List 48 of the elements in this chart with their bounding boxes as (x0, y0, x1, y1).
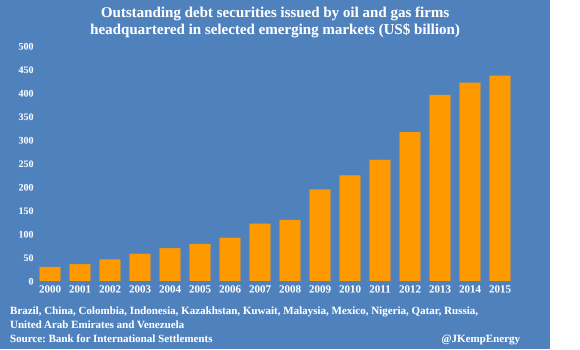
x-tick-label: 2014 (459, 284, 482, 296)
bar (130, 254, 150, 281)
x-tick-label: 2002 (99, 284, 122, 296)
y-tick-label: 350 (18, 112, 34, 123)
bar (400, 132, 420, 281)
x-tick-label: 2013 (429, 284, 452, 296)
bar (160, 248, 180, 281)
x-tick-label: 2015 (489, 284, 512, 296)
bar (250, 224, 270, 281)
bar (460, 82, 480, 281)
x-tick-label: 2004 (159, 284, 182, 296)
bar (310, 189, 330, 281)
x-tick-label: 2011 (369, 284, 391, 296)
bar (220, 238, 240, 281)
y-tick-label: 500 (18, 42, 34, 52)
y-tick-label: 100 (18, 230, 34, 240)
source-note: Source: Bank for International Settlements (10, 333, 214, 345)
x-tick-label: 2003 (129, 284, 152, 296)
bar (430, 94, 450, 281)
y-tick-label: 450 (18, 65, 34, 76)
text: Brazil, China, Colombia, Indonesia, Kazakhstan, Kuwait, Malaysia, Mexico, Nigeria, Qatar, Russia, United Arab Emirates and Venezuela (10, 305, 478, 331)
x-tick-label: 2009 (309, 284, 332, 296)
bar (340, 175, 360, 281)
text: Outstanding debt securities issued by oil and gas firms (100, 5, 450, 21)
x-tick-label: 2006 (219, 284, 242, 296)
y-tick-label: 300 (18, 136, 34, 146)
y-tick-label: 400 (18, 88, 34, 100)
bar (370, 160, 390, 281)
x-tick-label: 2010 (339, 284, 362, 296)
x-tick-label: 2001 (69, 284, 91, 296)
y-tick-label: 200 (18, 182, 34, 194)
y-tick-label: 0 (28, 276, 34, 288)
bar (280, 220, 300, 281)
bar (70, 264, 90, 281)
bar (190, 244, 210, 281)
bar (100, 259, 120, 281)
x-tick-label: 2007 (249, 284, 272, 296)
y-tick-label: 150 (18, 206, 34, 217)
x-tick-label: 2000 (39, 284, 62, 296)
text: @JKempEnergy (441, 333, 520, 345)
bar (40, 266, 60, 281)
x-tick-label: 2005 (189, 284, 212, 296)
y-tick-label: 250 (18, 159, 34, 170)
y-tick-label: 50 (24, 253, 34, 264)
text: headquartered in selected emerging markets (US$ billion) (90, 22, 460, 38)
bar (490, 76, 510, 281)
x-tick-label: 2008 (279, 284, 302, 296)
x-tick-label: 2012 (399, 284, 422, 296)
